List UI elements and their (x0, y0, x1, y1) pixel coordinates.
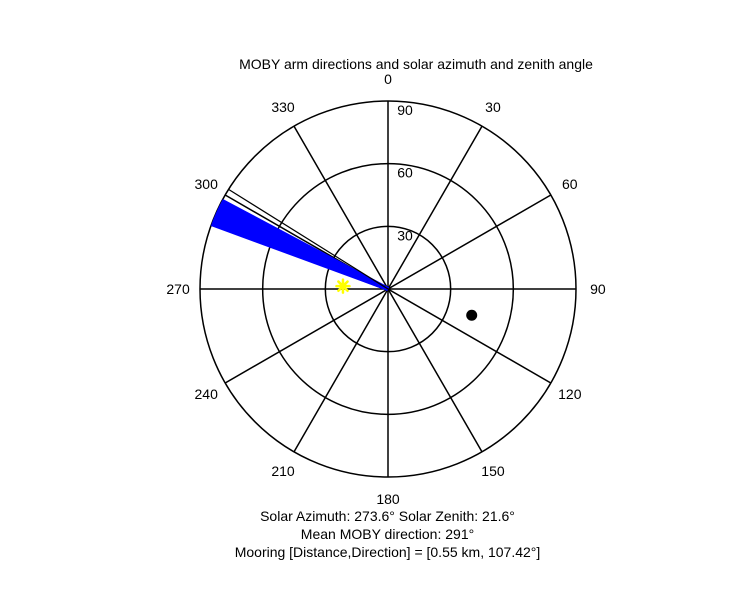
angle-tick-label-60: 60 (562, 176, 578, 192)
angle-tick-label-120: 120 (558, 386, 582, 402)
mooring-marker (466, 309, 478, 321)
angle-tick-label-270: 270 (166, 281, 190, 297)
angle-tick-label-150: 150 (481, 463, 505, 479)
chart-title: MOBY arm directions and solar azimuth an… (239, 56, 593, 72)
angle-tick-label-90: 90 (590, 281, 606, 297)
tick-labels: 0 30 60 90 120 150 180 210 240 270 300 330 30 60 90 (166, 71, 606, 507)
data-marks (210, 188, 478, 321)
radial-tick-label-60: 60 (397, 165, 413, 181)
angle-tick-label-240: 240 (195, 386, 219, 402)
angle-tick-label-210: 210 (271, 463, 295, 479)
solar-position-marker (335, 278, 351, 294)
angle-tick-label-330: 330 (271, 99, 295, 115)
radial-tick-label-30: 30 (397, 227, 413, 243)
radial-tick-label-90: 90 (397, 102, 413, 118)
angle-tick-label-30: 30 (485, 99, 501, 115)
mooring-info-text: Mooring [Distance,Direction] = [0.55 km,… (234, 544, 541, 560)
arm-direction-ray-13 (221, 198, 389, 291)
angle-tick-label-300: 300 (195, 176, 219, 192)
angle-tick-label-180: 180 (376, 491, 400, 507)
moby-direction-text: Mean MOBY direction: 291° (300, 526, 475, 542)
solar-star-core (339, 282, 347, 290)
angle-tick-label-0: 0 (384, 71, 392, 87)
reference-direction-line (228, 188, 389, 290)
solar-info-text: Solar Azimuth: 273.6° Solar Zenith: 21.6… (260, 508, 515, 524)
